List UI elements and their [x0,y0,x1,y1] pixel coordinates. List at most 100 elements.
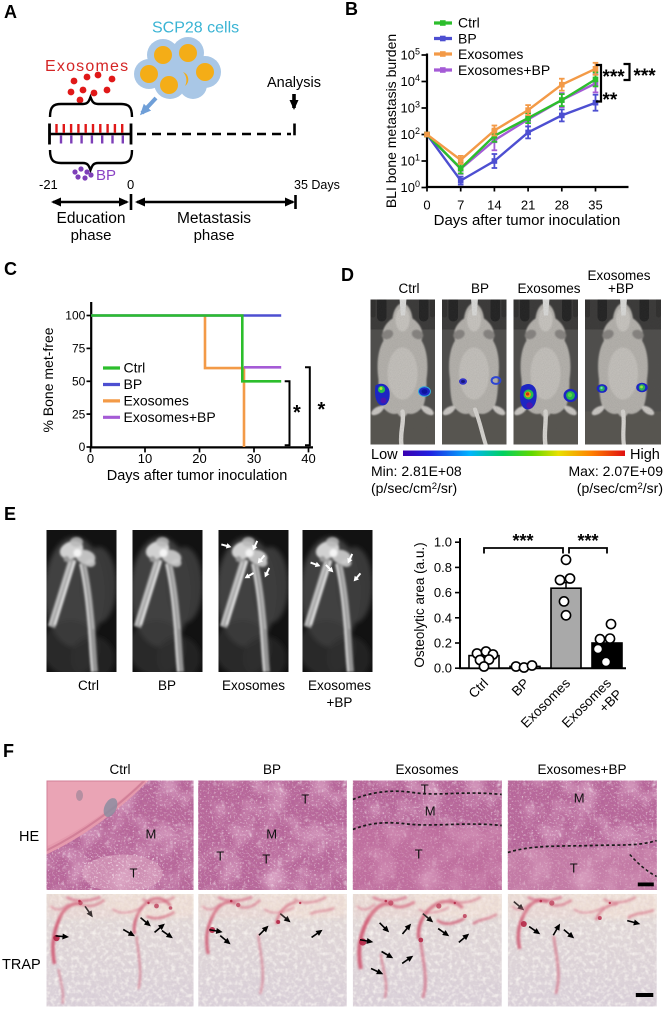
svg-text:A: A [4,2,17,22]
svg-text:0: 0 [79,440,86,454]
svg-text:T: T [415,847,423,862]
svg-text:102: 102 [401,126,420,142]
svg-text:Exosomes+BP: Exosomes+BP [124,409,216,425]
svg-text:*: * [318,399,326,421]
svg-text:BP: BP [158,678,176,693]
svg-text:BP: BP [471,281,489,296]
svg-text:M: M [574,791,585,806]
svg-text:30: 30 [247,451,261,466]
svg-text:(p/sec/cm2/sr): (p/sec/cm2/sr) [577,480,663,496]
svg-text:E: E [4,504,16,524]
svg-text:Exosomes: Exosomes [45,58,129,75]
svg-text:T: T [570,861,578,876]
svg-text:T: T [301,792,309,807]
svg-text:Analysis: Analysis [267,75,321,91]
svg-text:***: *** [512,531,533,551]
svg-text:T: T [421,782,429,797]
svg-text:50: 50 [72,375,86,389]
svg-text:21: 21 [521,198,535,213]
svg-text:High: High [630,447,660,463]
svg-text:Low: Low [371,447,398,463]
svg-text:+BP: +BP [327,695,353,710]
svg-text:C: C [4,259,17,279]
svg-text:Osteolytic area (a.u.): Osteolytic area (a.u.) [412,542,427,667]
svg-text:Days after tumor inoculation: Days after tumor inoculation [107,468,288,484]
svg-text:M: M [266,827,277,842]
svg-text:BLI bone metastasis burden: BLI bone metastasis burden [383,34,399,208]
svg-text:T: T [216,849,224,864]
svg-text:Min: 2.81E+08: Min: 2.81E+08 [371,463,462,479]
svg-text:phase: phase [71,227,112,244]
svg-text:M: M [425,804,436,819]
svg-text:HE: HE [19,829,39,845]
svg-text:SCP28 cells: SCP28 cells [152,20,239,37]
svg-text:0.0: 0.0 [434,661,452,676]
svg-text:0.6: 0.6 [434,585,452,600]
svg-text:TRAP: TRAP [2,957,41,973]
svg-text:M: M [146,827,157,842]
svg-text:0: 0 [127,177,134,192]
svg-text:BP: BP [124,376,143,392]
svg-text:35 Days: 35 Days [294,178,340,192]
svg-text:F: F [3,741,14,761]
svg-text:0.2: 0.2 [434,636,452,651]
svg-text:***: *** [577,531,598,551]
svg-text:Exosomes: Exosomes [587,268,650,283]
svg-text:0.8: 0.8 [434,560,452,575]
svg-text:Metastasis: Metastasis [177,210,251,227]
svg-text:Ctrl: Ctrl [110,762,131,777]
svg-text:+BP: +BP [608,281,634,296]
svg-text:0: 0 [87,451,94,466]
svg-text:Education: Education [57,210,126,227]
svg-text:10: 10 [138,451,152,466]
svg-text:75: 75 [72,342,86,356]
svg-text:T: T [262,852,270,867]
svg-text:Ctrl: Ctrl [124,360,146,376]
svg-text:BP: BP [96,167,116,184]
svg-text:104: 104 [401,73,420,89]
svg-text:14: 14 [487,198,501,213]
svg-text:(p/sec/cm2/sr): (p/sec/cm2/sr) [371,480,457,496]
svg-text:Ctrl: Ctrl [399,281,420,296]
svg-text:Exosomes: Exosomes [222,678,285,693]
svg-text:Exosomes+BP: Exosomes+BP [458,62,550,78]
svg-text:Exosomes: Exosomes [517,281,580,296]
svg-text:BP: BP [458,30,477,46]
svg-text:Exosomes: Exosomes [395,762,458,777]
svg-text:T: T [130,866,138,881]
svg-text:B: B [345,0,358,19]
svg-text:% Bone met-free: % Bone met-free [40,327,56,432]
svg-text:Ctrl: Ctrl [78,678,99,693]
svg-text:Max: 2.07E+09: Max: 2.07E+09 [568,463,663,479]
svg-text:101: 101 [401,153,420,169]
svg-text:Ctrl: Ctrl [466,676,491,701]
svg-text:*: * [293,402,301,424]
svg-text:BP: BP [509,676,532,699]
svg-text:***: *** [634,66,657,87]
svg-text:Exosomes: Exosomes [458,46,523,62]
svg-text:Days after tumor inoculation: Days after tumor inoculation [434,212,621,229]
svg-text:**: ** [603,90,618,111]
svg-text:100: 100 [401,179,420,195]
svg-text:Ctrl: Ctrl [458,15,480,31]
svg-text:0: 0 [423,198,430,213]
svg-text:Exosomes: Exosomes [308,678,371,693]
svg-text:1.0: 1.0 [434,535,452,550]
svg-text:Exosomes: Exosomes [124,392,189,408]
svg-text:100: 100 [65,309,85,323]
svg-text:Exosomes+BP: Exosomes+BP [538,762,627,777]
svg-text:20: 20 [192,451,206,466]
svg-text:7: 7 [457,198,464,213]
svg-text:28: 28 [555,198,569,213]
svg-text:103: 103 [401,100,420,116]
svg-text:phase: phase [194,227,235,244]
svg-text:25: 25 [72,407,86,421]
svg-text:BP: BP [263,762,281,777]
svg-text:40: 40 [301,451,315,466]
svg-text:D: D [341,265,354,285]
svg-text:35: 35 [588,198,602,213]
svg-text:***: *** [603,67,626,88]
svg-text:0.4: 0.4 [434,610,452,625]
svg-text:105: 105 [401,47,420,63]
svg-text:-21: -21 [39,177,58,192]
